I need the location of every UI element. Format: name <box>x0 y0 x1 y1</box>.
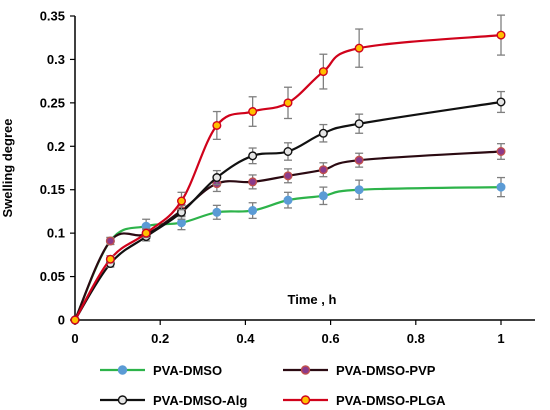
data-point <box>318 191 328 201</box>
data-point <box>496 30 506 40</box>
data-point <box>248 177 258 187</box>
y-tick-label: 0.2 <box>47 139 65 154</box>
data-point <box>70 315 80 325</box>
legend-label: PVA-DMSO-Alg <box>153 393 247 408</box>
data-point <box>176 196 186 206</box>
legend-item: PVA-DMSO-Alg <box>100 393 247 408</box>
x-tick-label: 1 <box>497 331 504 346</box>
data-point <box>248 206 258 216</box>
data-point <box>248 151 258 161</box>
y-tick-label: 0.25 <box>40 95 65 110</box>
legend-label: PVA-DMSO-PLGA <box>336 393 446 408</box>
series-line <box>73 186 502 321</box>
series-line <box>74 34 502 321</box>
data-point <box>318 165 328 175</box>
legend-label: PVA-DMSO <box>153 363 222 378</box>
data-point <box>248 107 258 117</box>
data-point <box>283 146 293 156</box>
y-axis-title: Swelling degree <box>0 119 15 218</box>
y-tick-label: 0.15 <box>40 182 65 197</box>
x-tick-label: 0.8 <box>407 331 425 346</box>
legend-label: PVA-DMSO-PVP <box>336 363 436 378</box>
axes <box>74 16 535 321</box>
x-tick-label: 0.4 <box>236 331 255 346</box>
legend-marker <box>300 395 311 405</box>
data-point <box>283 195 293 205</box>
data-point <box>212 207 222 217</box>
data-point <box>212 173 222 183</box>
y-tick-label: 0 <box>58 313 65 328</box>
x-tick-label: 0.2 <box>151 331 169 346</box>
data-point <box>283 98 293 108</box>
x-tick-label: 0.6 <box>322 331 340 346</box>
data-point <box>141 228 151 238</box>
legend-item: PVA-DMSO-PLGA <box>283 393 446 408</box>
data-point <box>496 97 506 107</box>
data-point <box>496 182 506 192</box>
data-point <box>354 119 364 129</box>
x-axis-title: Time , h <box>288 292 337 307</box>
x-tick-label: 0 <box>71 331 78 346</box>
legend-item: PVA-DMSO <box>100 363 222 378</box>
data-point <box>176 218 186 228</box>
y-tick-label: 0.3 <box>47 52 65 67</box>
data-point <box>105 254 115 264</box>
series-line <box>73 150 502 321</box>
series-4 <box>70 14 506 325</box>
legend-item: PVA-DMSO-PVP <box>283 363 436 378</box>
y-tick-label: 0.1 <box>47 226 65 241</box>
legend-marker <box>117 395 128 405</box>
series-layer <box>70 14 506 325</box>
data-point <box>354 43 364 53</box>
data-point <box>354 185 364 195</box>
data-point <box>318 128 328 138</box>
x-ticks: 0 0.2 0.4 0.6 0.8 1 <box>71 320 505 346</box>
data-point <box>318 67 328 77</box>
legend-marker <box>300 365 311 375</box>
data-point <box>354 155 364 165</box>
legend: PVA-DMSO PVA-DMSO-PVP PVA-DMSO-Alg PVA-DMSO… <box>100 363 446 408</box>
y-tick-label: 0.35 <box>40 9 65 24</box>
data-point <box>105 236 115 246</box>
data-point <box>283 171 293 181</box>
data-point <box>496 146 506 156</box>
series-line <box>74 100 502 321</box>
y-ticks: 0 0.05 0.1 0.15 0.2 0.25 0.3 0.35 <box>40 9 75 328</box>
legend-marker <box>117 365 128 375</box>
data-point <box>212 120 222 130</box>
y-tick-label: 0.05 <box>40 269 65 284</box>
